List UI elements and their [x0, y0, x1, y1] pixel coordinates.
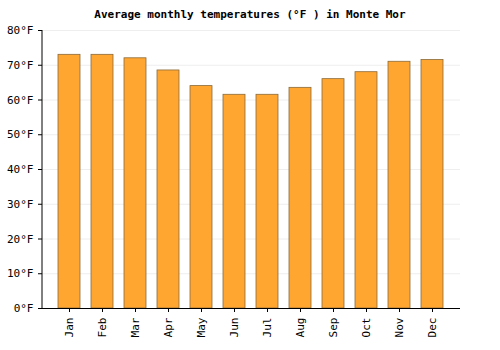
svg-text:Jul: Jul	[261, 318, 274, 338]
svg-text:Apr: Apr	[162, 317, 175, 337]
svg-text:40°F: 40°F	[7, 163, 34, 176]
svg-text:80°F: 80°F	[7, 24, 34, 37]
svg-text:60°F: 60°F	[7, 94, 34, 107]
svg-text:Jan: Jan	[63, 318, 76, 338]
svg-text:Feb: Feb	[96, 318, 109, 338]
svg-text:30°F: 30°F	[7, 198, 34, 211]
svg-text:Sep: Sep	[327, 318, 340, 338]
svg-text:Jun: Jun	[228, 318, 241, 338]
svg-text:Dec: Dec	[426, 318, 439, 338]
svg-text:Oct: Oct	[360, 318, 373, 338]
html-text:Average monthly temperatures (: Average monthly temperatures (°F ) in Mo…	[94, 8, 406, 21]
svg-text:50°F: 50°F	[7, 128, 34, 141]
svg-text:10°F: 10°F	[7, 267, 34, 280]
svg-text:Mar: Mar	[129, 317, 142, 337]
svg-text:0°F: 0°F	[14, 302, 34, 315]
svg-text:70°F: 70°F	[7, 59, 34, 72]
svg-text:Nov: Nov	[393, 317, 406, 337]
svg-text:20°F: 20°F	[7, 233, 34, 246]
svg-text:Aug: Aug	[294, 318, 307, 338]
svg-text:May: May	[195, 317, 208, 337]
